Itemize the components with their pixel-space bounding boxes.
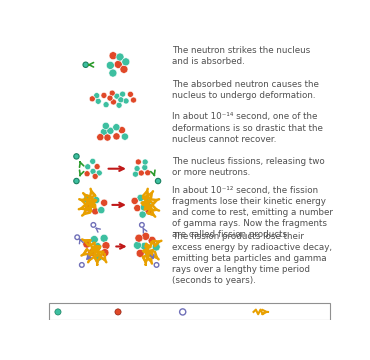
- Circle shape: [131, 197, 138, 204]
- Circle shape: [90, 158, 96, 165]
- Circle shape: [134, 241, 141, 249]
- Circle shape: [121, 133, 128, 140]
- Circle shape: [97, 134, 104, 141]
- Circle shape: [85, 205, 92, 212]
- Circle shape: [96, 170, 102, 176]
- Circle shape: [138, 170, 144, 176]
- Circle shape: [74, 154, 79, 159]
- Circle shape: [155, 178, 161, 184]
- Circle shape: [94, 93, 100, 99]
- Circle shape: [122, 58, 130, 66]
- Circle shape: [142, 159, 148, 165]
- Circle shape: [114, 60, 122, 68]
- Circle shape: [145, 208, 152, 215]
- Circle shape: [136, 249, 144, 257]
- Circle shape: [127, 91, 134, 97]
- Circle shape: [148, 236, 156, 244]
- Circle shape: [88, 249, 96, 257]
- Circle shape: [102, 122, 110, 130]
- Circle shape: [118, 97, 124, 103]
- Circle shape: [75, 235, 80, 239]
- Circle shape: [84, 171, 90, 177]
- FancyBboxPatch shape: [50, 303, 330, 320]
- Text: The nucleus fissions, releasing two
or more neutrons.: The nucleus fissions, releasing two or m…: [172, 157, 324, 177]
- Circle shape: [92, 174, 98, 179]
- Circle shape: [113, 133, 120, 140]
- Circle shape: [118, 126, 125, 134]
- Circle shape: [134, 204, 141, 212]
- Text: beta particles: beta particles: [187, 307, 246, 316]
- Circle shape: [114, 93, 120, 99]
- Circle shape: [107, 95, 113, 101]
- Text: In about 10⁻¹⁴ second, one of the
deformations is so drastic that the
nucleus ca: In about 10⁻¹⁴ second, one of the deform…: [172, 112, 323, 144]
- Circle shape: [100, 234, 108, 242]
- Circle shape: [92, 208, 99, 215]
- Circle shape: [101, 93, 107, 98]
- Circle shape: [135, 234, 143, 242]
- Circle shape: [83, 240, 91, 248]
- Circle shape: [101, 249, 109, 257]
- Circle shape: [98, 207, 105, 214]
- Circle shape: [89, 96, 95, 102]
- Text: gamma rays: gamma rays: [270, 307, 324, 316]
- Circle shape: [83, 62, 88, 67]
- Circle shape: [134, 166, 140, 172]
- Circle shape: [102, 242, 110, 250]
- Circle shape: [154, 263, 159, 267]
- Circle shape: [123, 98, 129, 104]
- Circle shape: [152, 243, 160, 251]
- Circle shape: [144, 199, 151, 206]
- Circle shape: [93, 242, 101, 251]
- Circle shape: [90, 168, 96, 175]
- Circle shape: [120, 65, 128, 73]
- Circle shape: [85, 164, 91, 170]
- Circle shape: [101, 199, 108, 206]
- Circle shape: [94, 163, 100, 170]
- Circle shape: [140, 204, 148, 211]
- Circle shape: [145, 170, 151, 176]
- Circle shape: [120, 91, 125, 97]
- Circle shape: [115, 309, 121, 315]
- Text: neutrons: neutrons: [63, 307, 101, 316]
- Circle shape: [80, 263, 84, 267]
- Circle shape: [132, 171, 138, 177]
- Circle shape: [109, 90, 115, 96]
- Circle shape: [142, 165, 148, 171]
- Text: In about 10⁻¹² second, the fission
fragments lose their kinetic energy
and come : In about 10⁻¹² second, the fission fragm…: [172, 186, 333, 239]
- Circle shape: [139, 222, 144, 227]
- Circle shape: [137, 194, 144, 202]
- Circle shape: [94, 253, 102, 261]
- Circle shape: [83, 196, 90, 203]
- Circle shape: [142, 232, 150, 240]
- Circle shape: [145, 249, 152, 257]
- Circle shape: [179, 309, 186, 315]
- Text: protons: protons: [122, 307, 155, 316]
- Circle shape: [116, 53, 124, 61]
- Circle shape: [103, 102, 109, 108]
- Text: The fission products lose their
excess energy by radioactive decay,
emitting bet: The fission products lose their excess e…: [172, 232, 332, 285]
- Circle shape: [113, 123, 120, 131]
- Circle shape: [95, 98, 101, 104]
- Circle shape: [90, 235, 98, 244]
- Circle shape: [139, 211, 146, 218]
- Circle shape: [55, 309, 61, 315]
- Circle shape: [110, 99, 117, 105]
- Text: The absorbed neutron causes the
nucleus to undergo deformation.: The absorbed neutron causes the nucleus …: [172, 80, 319, 100]
- Circle shape: [100, 129, 108, 136]
- Circle shape: [92, 197, 100, 204]
- Circle shape: [74, 178, 79, 184]
- Circle shape: [106, 62, 114, 69]
- Text: The neutron strikes the nucleus
and is absorbed.: The neutron strikes the nucleus and is a…: [172, 46, 310, 66]
- Circle shape: [135, 159, 141, 165]
- Circle shape: [109, 69, 117, 77]
- Circle shape: [91, 222, 96, 227]
- Circle shape: [104, 134, 111, 141]
- Circle shape: [131, 97, 137, 103]
- Circle shape: [141, 242, 148, 250]
- Circle shape: [116, 102, 122, 108]
- Circle shape: [109, 52, 117, 60]
- Circle shape: [107, 127, 114, 134]
